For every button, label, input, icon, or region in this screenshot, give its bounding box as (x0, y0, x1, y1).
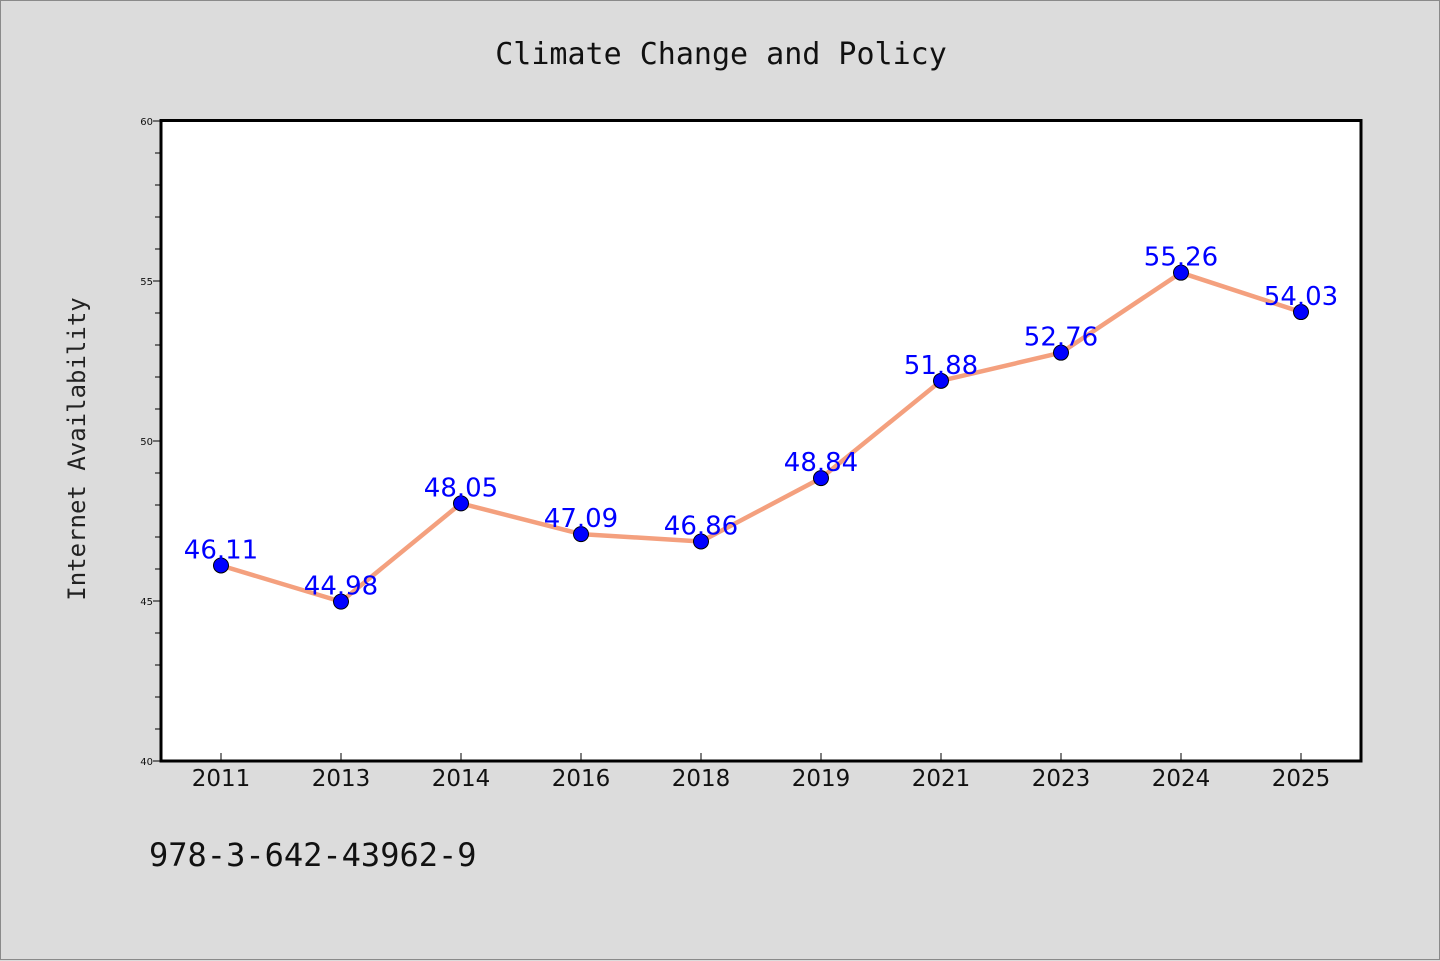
y-axis-tick-labels: 40 45 50 55 60 (140, 117, 153, 768)
data-point-marker (693, 533, 709, 550)
x-tick-label: 2013 (312, 766, 371, 792)
y-tick-label: 40 (140, 757, 153, 768)
data-point-marker (933, 372, 949, 389)
data-point-marker (213, 557, 229, 574)
x-tick-label: 2016 (552, 766, 611, 792)
data-point-label: 48.84 (784, 448, 858, 478)
x-axis-tick-labels: 2011 2013 2014 2016 2018 2019 2021 2023 2024 2025 (192, 766, 1331, 792)
data-point-label: 46.86 (664, 511, 738, 541)
x-tick-label: 2023 (1032, 766, 1091, 792)
x-tick-label: 2025 (1272, 766, 1331, 792)
data-point-marker (573, 526, 589, 543)
data-point-label: 55.26 (1144, 243, 1218, 273)
data-point-label: 48.05 (424, 473, 498, 503)
data-point-marker (1173, 264, 1189, 281)
data-point-marker (1293, 304, 1309, 321)
data-point-marker (1053, 344, 1069, 361)
data-point-marker (813, 470, 829, 487)
y-axis-ticks (153, 120, 161, 762)
data-point-label: 46.11 (184, 535, 258, 565)
y-tick-label: 50 (140, 437, 153, 448)
y-tick-label: 60 (140, 117, 153, 128)
x-tick-label: 2014 (432, 766, 491, 792)
data-point-label: 47.09 (544, 504, 618, 534)
data-point-label: 44.98 (304, 572, 378, 602)
x-tick-label: 2019 (792, 766, 851, 792)
y-tick-label: 45 (140, 597, 153, 608)
data-point-marker (453, 495, 469, 512)
data-point-label: 51.88 (904, 351, 978, 381)
data-point-label: 54.03 (1264, 282, 1338, 312)
y-tick-label: 55 (140, 277, 153, 288)
data-point-label: 52.76 (1024, 323, 1098, 353)
series-line (218, 270, 1304, 604)
data-markers (213, 264, 1309, 610)
data-labels: 46.11 44.98 48.05 47.09 46.86 48.84 51.88 52.76… (184, 243, 1338, 602)
x-tick-label: 2018 (672, 766, 731, 792)
x-tick-label: 2024 (1152, 766, 1211, 792)
plot-area (159, 119, 1363, 763)
chart-title: Climate Change and Policy (495, 37, 947, 72)
x-axis-ticks (220, 753, 1302, 761)
footer-isbn: 978-3-642-43962-9 (149, 836, 477, 874)
x-tick-label: 2021 (912, 766, 971, 792)
data-point-marker (333, 593, 349, 610)
y-axis-label: Internet Availability (63, 297, 91, 600)
x-tick-label: 2011 (192, 766, 251, 792)
